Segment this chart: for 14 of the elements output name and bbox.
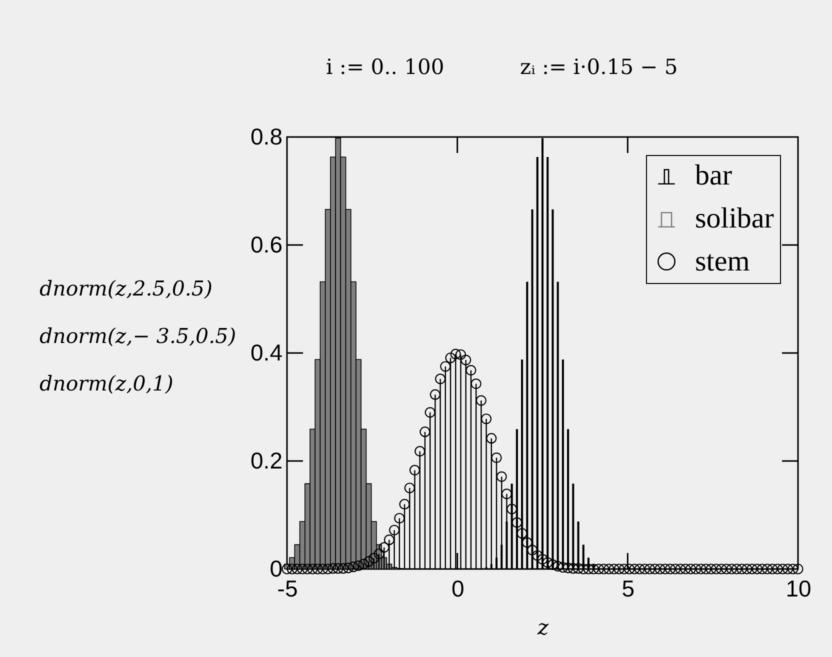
text: zᵢ := i·0.15 − 5 [520, 55, 678, 79]
y-tick-label: 0.8 [250, 124, 282, 150]
legend-label: solibar [695, 202, 774, 234]
text: i := 0.. 100 [326, 55, 444, 79]
x-tick-label: 5 [622, 576, 635, 602]
x-tick-label: 0 [451, 576, 464, 602]
x-tick-label: 10 [786, 576, 812, 602]
y-tick-label: 0.6 [250, 232, 282, 258]
legend-label: stem [695, 246, 750, 278]
y-tick-label: 0.4 [250, 340, 283, 366]
y-axis-title: dnorm(z,2.5,0.5) dnorm(z,− 3.5,0.5) dnorm(z,0,1) [40, 276, 236, 396]
x-axis-title: z [536, 616, 550, 640]
y-tick-label: 0.2 [250, 448, 282, 474]
legend-label: bar [695, 160, 732, 192]
